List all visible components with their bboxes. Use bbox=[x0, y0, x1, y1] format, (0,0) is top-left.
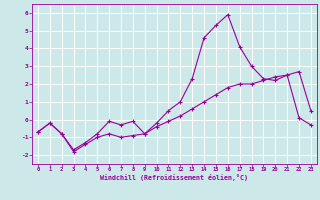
X-axis label: Windchill (Refroidissement éolien,°C): Windchill (Refroidissement éolien,°C) bbox=[100, 174, 248, 181]
